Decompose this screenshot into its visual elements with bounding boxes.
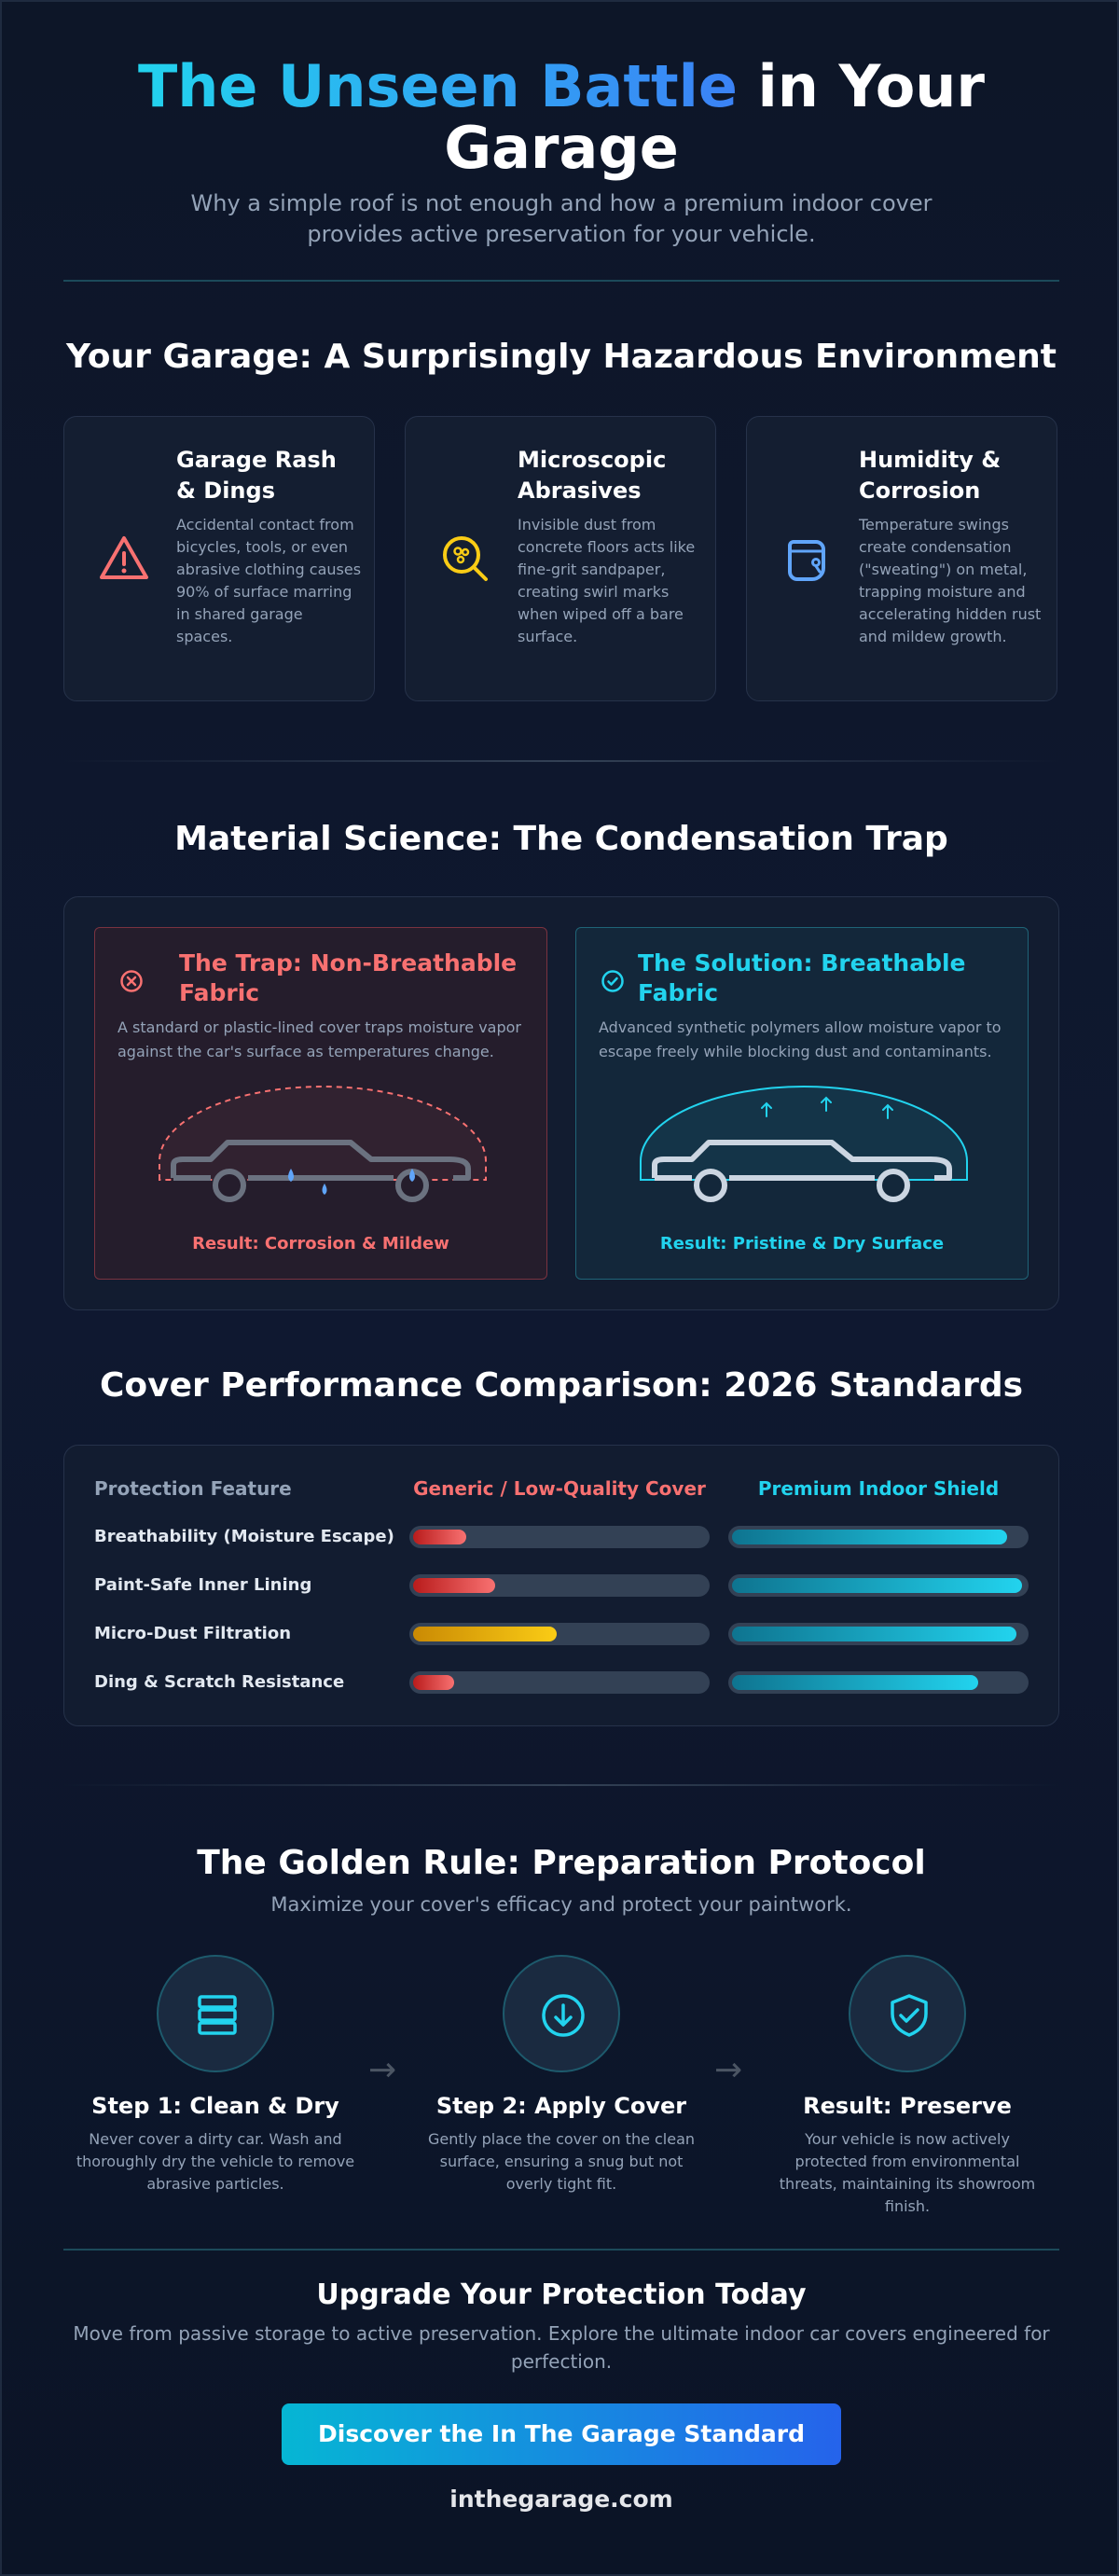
generic-score-track [409, 1526, 710, 1548]
generic-score-track [409, 1671, 710, 1694]
cta-subtitle: Move from passive storage to active pres… [73, 2322, 1050, 2373]
premium-score-track [728, 1526, 1029, 1548]
generic-score-bar [413, 1578, 495, 1593]
title-accent: The Unseen Battle [137, 52, 738, 120]
apply-down-arrow-icon [542, 1994, 585, 2037]
premium-score-track [728, 1671, 1029, 1694]
feature-label: Breathability (Moisture Escape) [94, 1527, 394, 1546]
card-text: Accidental contact from bicycles, tools,… [176, 516, 362, 645]
premium-score-track [728, 1623, 1029, 1645]
solution-text: Advanced synthetic polymers allow moistu… [599, 1018, 1002, 1060]
page-title: The Unseen Battle in Your Garage [58, 56, 1065, 179]
card-text: Temperature swings create condensation (… [859, 516, 1042, 645]
comparison-table: Protection Feature Generic / Low-Quality… [63, 1445, 1059, 1726]
generic-score-bar [413, 1675, 454, 1690]
trap-box: The Trap: Non-Breathable Fabric A standa… [94, 927, 547, 1280]
trap-header: The Trap: Non-Breathable Fabric [119, 949, 530, 1014]
step-title: Step 1: Clean & Dry [91, 2093, 339, 2119]
shield-check-icon [891, 1994, 928, 2037]
condensation-panel: The Trap: Non-Breathable Fabric A standa… [63, 896, 1059, 1310]
step-title: Result: Preserve [803, 2093, 1012, 2119]
header-feature: Protection Feature [94, 1477, 292, 1500]
generic-score-track [409, 1574, 710, 1597]
arrow-right-icon: → [714, 2051, 743, 2089]
trapped-car-illustration [159, 1086, 487, 1202]
step-icon-circle [157, 1955, 274, 2072]
card-title: Microscopic Abrasives [518, 447, 667, 504]
arrow-right-icon: → [368, 2051, 397, 2089]
clean-layers-icon [198, 1995, 237, 2035]
solution-result: Result: Pristine & Dry Surface [659, 1234, 945, 1253]
solution-box: The Solution: Breathable Fabric Advanced… [575, 927, 1029, 1280]
cta-title: Upgrade Your Protection Today [316, 2278, 807, 2311]
step-text: Your vehicle is now actively protected f… [779, 2130, 1036, 2215]
trap-text: A standard or plastic-lined cover traps … [117, 1018, 522, 1060]
feature-label: Ding & Scratch Resistance [94, 1672, 345, 1692]
step-text: Never cover a dirty car. Wash and thorou… [76, 2130, 355, 2193]
divider [63, 280, 1059, 282]
title-rest: in Your Garage [444, 52, 986, 182]
hazard-card-abrasives: Microscopic Abrasives Invisible dust fro… [405, 416, 716, 701]
breathing-car-illustration [640, 1086, 968, 1202]
card-title: Garage Rash & Dings [176, 447, 337, 504]
premium-score-bar [732, 1530, 1007, 1544]
humidity-icon [781, 533, 833, 585]
step-clean-dry: Step 1: Clean & Dry Never cover a dirty … [66, 1955, 365, 2195]
step-text: Gently place the cover on the clean surf… [427, 2130, 696, 2193]
solution-title: The Solution: Breathable Fabric [638, 949, 966, 1006]
generic-score-bar [413, 1627, 557, 1641]
trap-result: Result: Corrosion & Mildew [192, 1234, 449, 1253]
page-subtitle: Why a simple roof is not enough and how … [190, 190, 932, 247]
step-icon-circle [849, 1955, 966, 2072]
comparison-title: Cover Performance Comparison: 2026 Stand… [99, 1366, 1024, 1405]
generic-score-track [409, 1623, 710, 1645]
premium-score-bar [732, 1675, 978, 1690]
magnifier-particles-icon [439, 533, 491, 585]
solution-header: The Solution: Breathable Fabric [601, 949, 1011, 1014]
protocol-title: The Golden Rule: Preparation Protocol [197, 1844, 926, 1882]
step-title: Step 2: Apply Cover [435, 2093, 687, 2119]
card-title: Humidity & Corrosion [859, 447, 1002, 504]
premium-score-bar [732, 1627, 1016, 1641]
x-circle-icon [119, 969, 144, 993]
divider [63, 2249, 1059, 2251]
hazard-card-humidity: Humidity & Corrosion Temperature swings … [746, 416, 1057, 701]
header-premium: Premium Indoor Shield [757, 1477, 1000, 1500]
hazard-card-garage-rash: Garage Rash & Dings Accidental contact f… [63, 416, 375, 701]
discover-button[interactable]: Discover the In The Garage Standard [282, 2403, 841, 2465]
divider [63, 1784, 1059, 1786]
step-preserve: Result: Preserve Your vehicle is now act… [758, 1955, 1057, 2218]
header-generic: Generic / Low-Quality Cover [413, 1477, 706, 1500]
protocol-subtitle: Maximize your cover's efficacy and prote… [270, 1893, 852, 1916]
card-text: Invisible dust from concrete floors acts… [518, 516, 696, 645]
warning-triangle-icon [98, 533, 150, 585]
generic-score-bar [413, 1530, 466, 1544]
feature-label: Micro-Dust Filtration [94, 1624, 292, 1643]
site-link[interactable]: inthegarage.com [449, 2486, 673, 2513]
hazards-title: Your Garage: A Surprisingly Hazardous En… [66, 338, 1057, 376]
step-icon-circle [503, 1955, 620, 2072]
divider [63, 760, 1059, 762]
science-title: Material Science: The Condensation Trap [174, 820, 948, 858]
trap-title: The Trap: Non-Breathable Fabric [179, 949, 518, 1006]
premium-score-track [728, 1574, 1029, 1597]
premium-score-bar [732, 1578, 1022, 1593]
feature-label: Paint-Safe Inner Lining [94, 1575, 312, 1595]
check-circle-icon [601, 969, 625, 993]
step-apply-cover: Step 2: Apply Cover Gently place the cov… [412, 1955, 711, 2195]
